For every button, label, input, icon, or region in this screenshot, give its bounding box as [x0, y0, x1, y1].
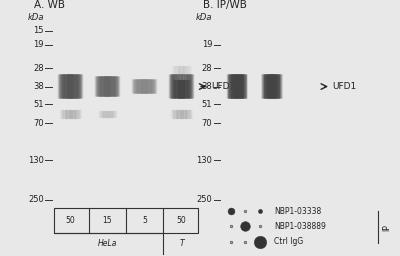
Text: 28: 28 [202, 64, 212, 73]
Text: 19: 19 [202, 40, 212, 49]
Text: Ctrl IgG: Ctrl IgG [274, 237, 303, 246]
Text: 51: 51 [202, 100, 212, 109]
Text: T: T [179, 239, 184, 248]
Text: UFD1: UFD1 [333, 82, 357, 91]
Text: IP: IP [382, 224, 391, 231]
Text: 38: 38 [202, 82, 212, 91]
Text: kDa: kDa [196, 13, 212, 22]
Text: B. IP/WB: B. IP/WB [203, 1, 246, 10]
Text: 250: 250 [28, 195, 44, 204]
Text: 70: 70 [33, 119, 44, 128]
Text: 38: 38 [33, 82, 44, 91]
Text: NBP1-038889: NBP1-038889 [274, 222, 326, 231]
Text: 19: 19 [33, 40, 44, 49]
Text: 15: 15 [33, 26, 44, 35]
Text: NBP1-03338: NBP1-03338 [274, 207, 321, 216]
Text: 130: 130 [28, 156, 44, 165]
Bar [54, 208, 198, 233]
Text: A. WB: A. WB [34, 1, 64, 10]
Text: 50: 50 [177, 216, 186, 225]
Text: 50: 50 [66, 216, 75, 225]
Text: UFD1: UFD1 [211, 82, 235, 91]
Text: 28: 28 [33, 64, 44, 73]
Text: HeLa: HeLa [98, 239, 117, 248]
Text: 5: 5 [142, 216, 147, 225]
Text: 250: 250 [197, 195, 212, 204]
Text: 70: 70 [202, 119, 212, 128]
Text: 15: 15 [103, 216, 112, 225]
Text: 51: 51 [33, 100, 44, 109]
Text: 130: 130 [196, 156, 212, 165]
Text: kDa: kDa [27, 13, 44, 22]
